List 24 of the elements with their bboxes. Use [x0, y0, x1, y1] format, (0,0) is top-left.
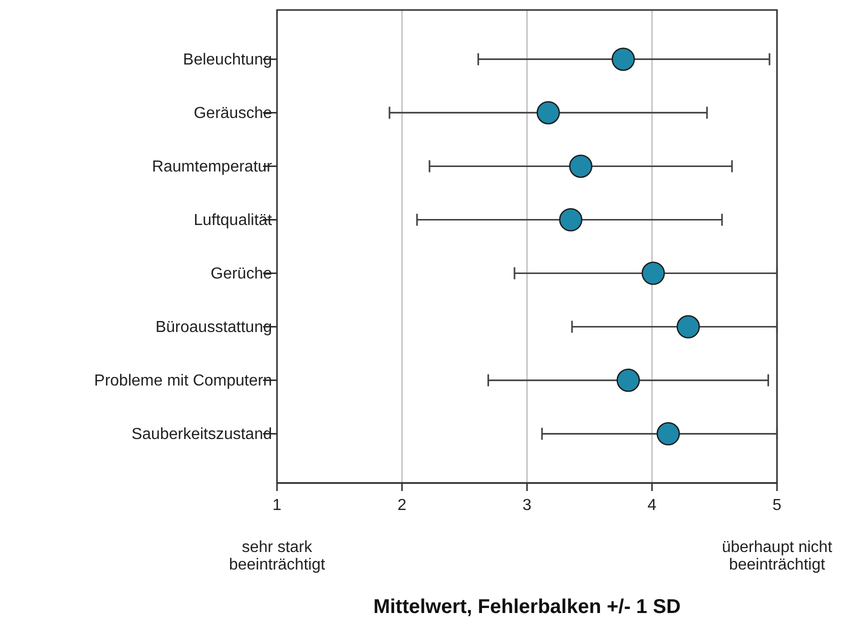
x-tick-label: 5: [772, 497, 782, 514]
point: [642, 262, 665, 285]
x-tick-label: 2: [398, 497, 407, 514]
y-tick-label: Geräusche: [194, 104, 272, 122]
y-tick-label: Sauberkeitszustand: [131, 426, 272, 443]
point: [616, 368, 640, 392]
text: sehr stark beeinträchtigt: [228, 539, 326, 574]
y-tick-label: Beleuchtung: [183, 51, 272, 68]
point: [612, 48, 635, 71]
x-tick-label: 1: [272, 497, 282, 514]
point: [536, 101, 560, 124]
point: [676, 315, 700, 338]
text: überhaupt nicht beeinträchtigt: [722, 539, 833, 574]
x-axis-title: Mittelwert, Fehlerbalken +/- 1 SD: [373, 596, 681, 618]
y-tick-label: Luftqualität: [194, 212, 273, 229]
y-tick-label: Probleme mit Computern: [94, 372, 272, 390]
point: [569, 154, 592, 178]
y-tick-label: Gerüche: [210, 265, 272, 282]
x-tick-label: 4: [648, 497, 657, 514]
x-tick-label: 3: [522, 497, 532, 514]
point: [559, 208, 582, 232]
y-tick-label: Raumtemperatur: [152, 158, 273, 176]
point: [656, 422, 680, 446]
y-tick-label: Büroausstattung: [155, 318, 272, 336]
